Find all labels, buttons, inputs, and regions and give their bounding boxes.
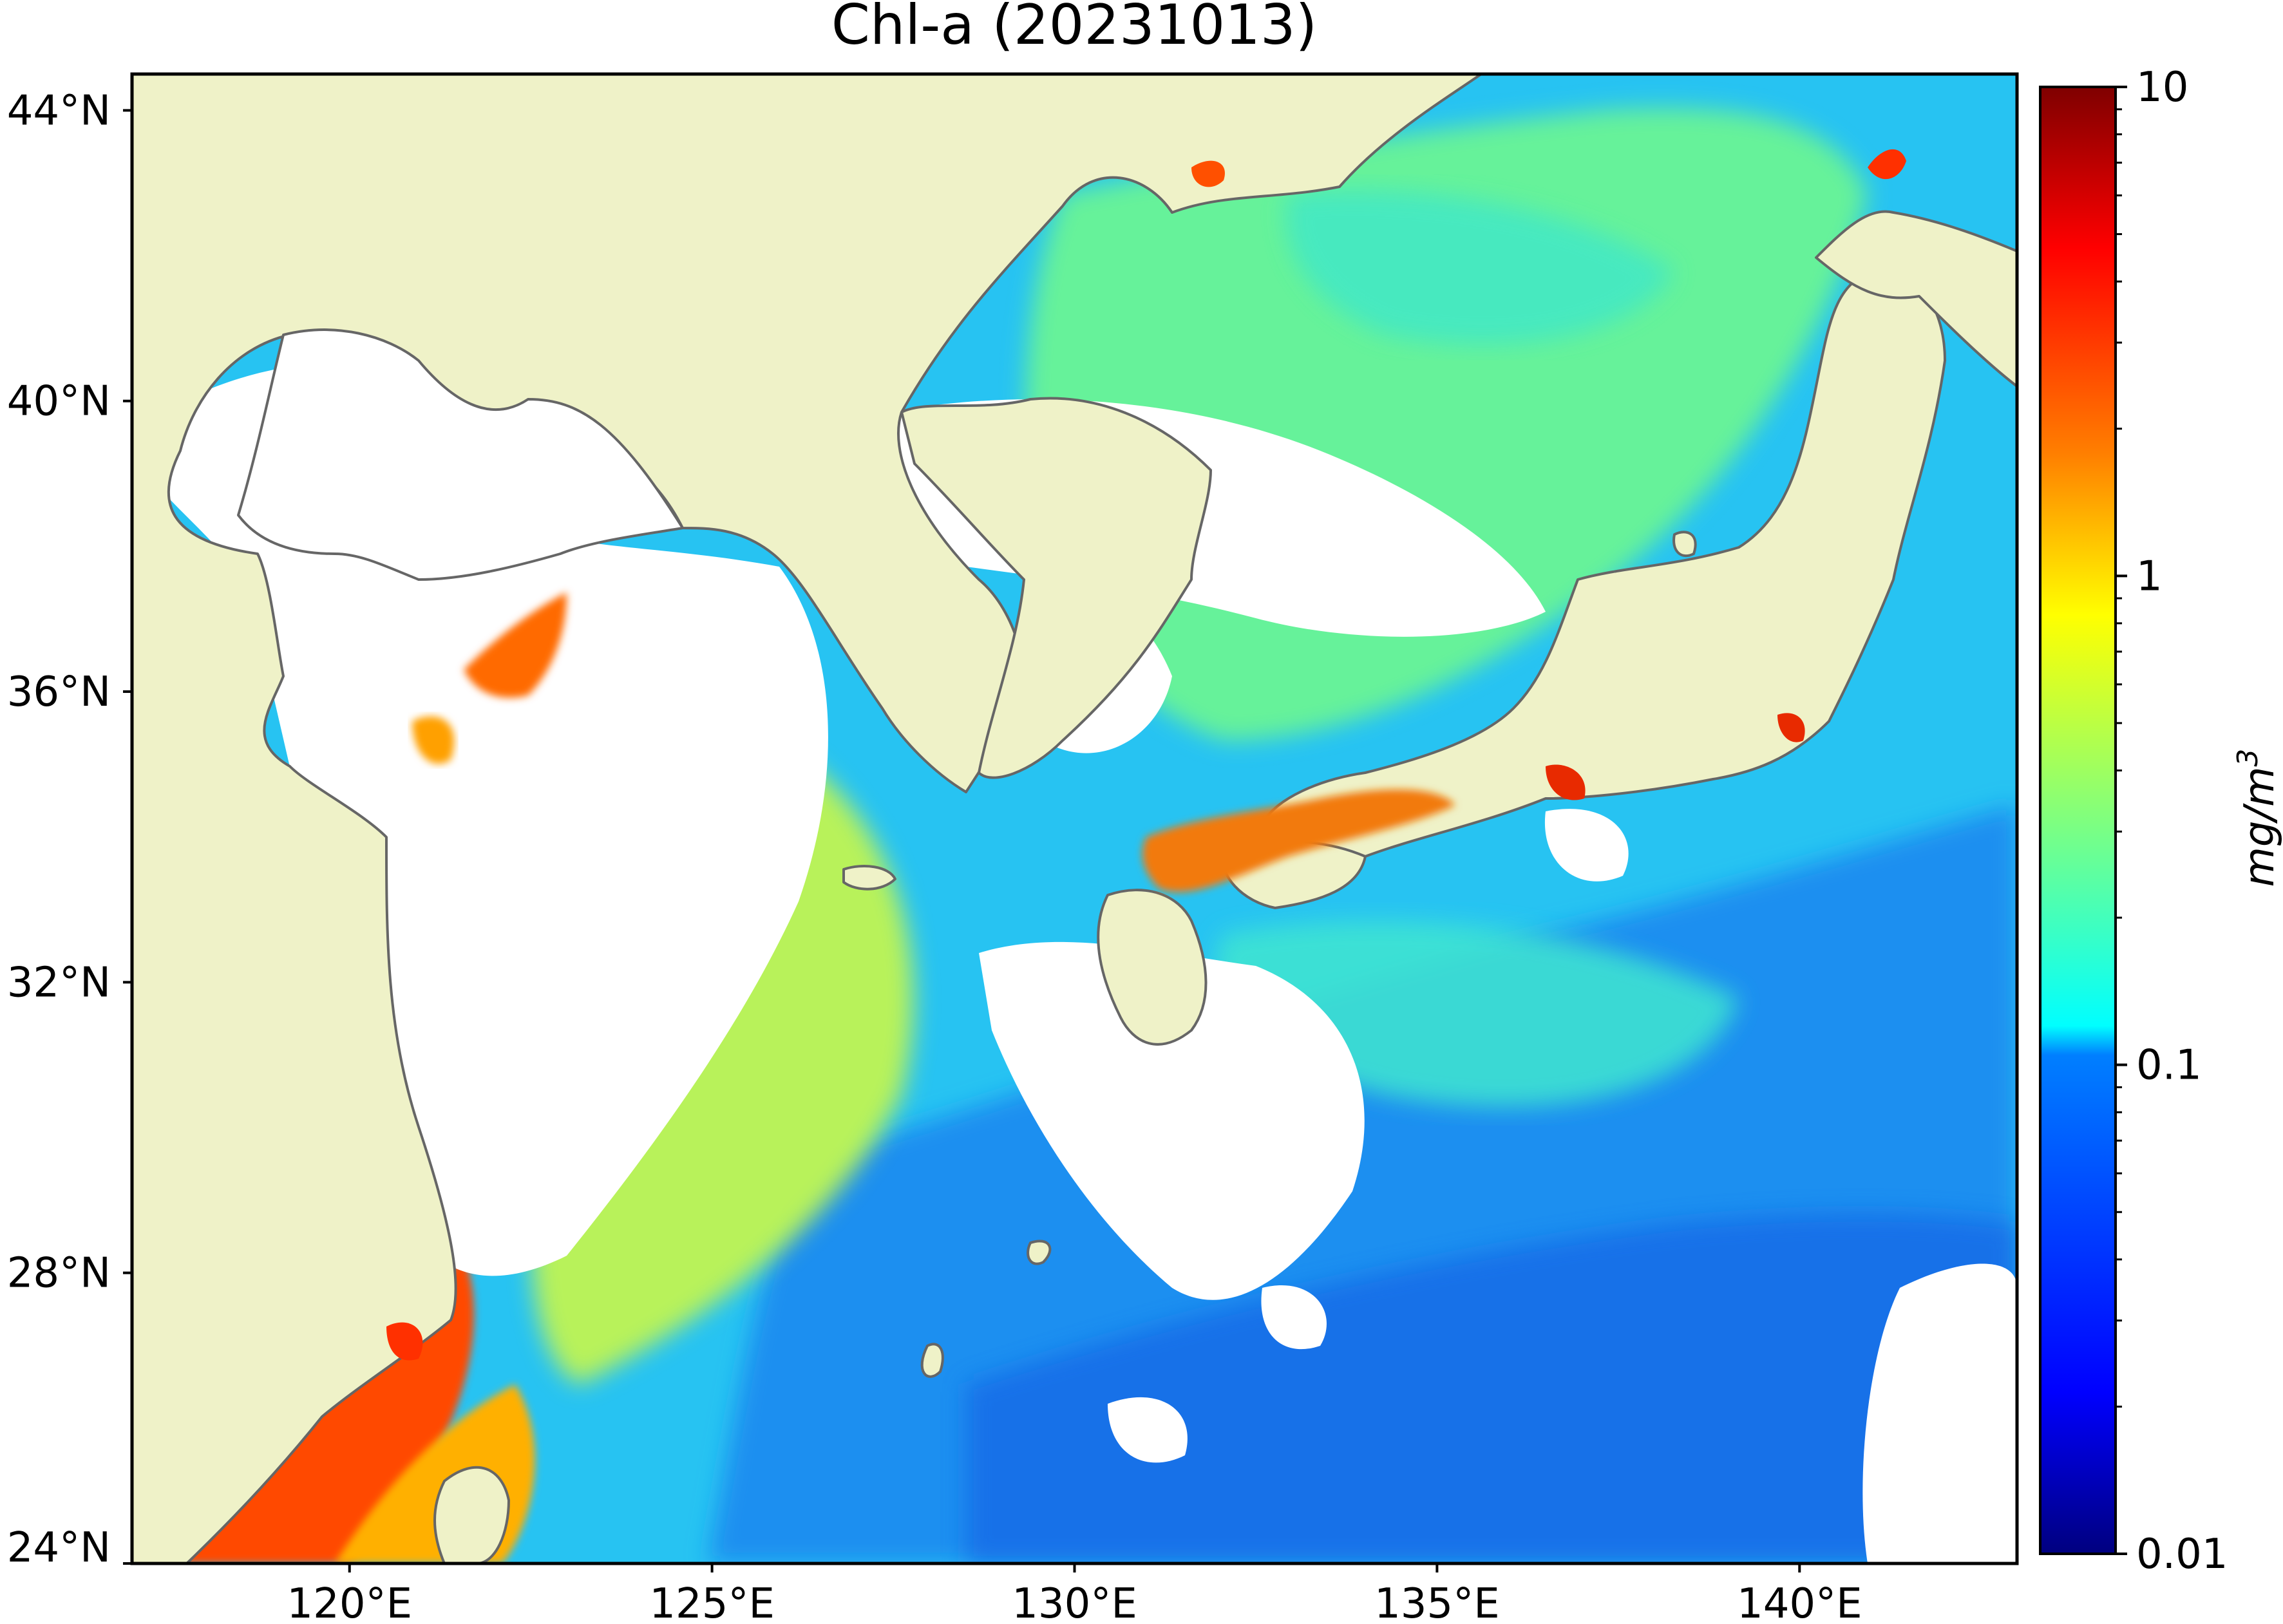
land-jeju <box>842 865 896 891</box>
colorbar-tick-label: 0.01 <box>2136 1531 2228 1578</box>
land-sado <box>1672 531 1697 558</box>
land-taiwan <box>433 1466 510 1563</box>
patch-bohai-orange <box>464 592 567 698</box>
map-title: Chl-a (20231013) <box>831 0 1317 57</box>
land-japan-honshu <box>1261 269 1946 860</box>
colorbar-tick-label: 10 <box>2136 64 2188 111</box>
patch-ise-bay <box>1546 764 1586 800</box>
colorbar-tick-label: 1 <box>2136 552 2163 600</box>
land-japan-kyushu <box>1097 889 1208 1046</box>
patch-seto-inland-sea <box>1142 789 1455 892</box>
lat-tick-label: 44°N <box>7 87 111 135</box>
lat-tick-label: 24°N <box>7 1524 111 1572</box>
patch-hokkaido-coast <box>1868 149 1906 180</box>
latitude-axis: 44°N 40°N 36°N 32°N 28°N 24°N <box>7 87 132 1572</box>
lat-tick-label: 28°N <box>7 1250 111 1298</box>
cloud-pacific-east <box>1862 1263 2017 1563</box>
colorbar-unit-label: mg/m3 <box>2231 749 2283 887</box>
lat-tick-label: 36°N <box>7 668 111 716</box>
land-masses <box>132 74 2017 1563</box>
map-plot-area <box>132 74 2017 1563</box>
deep-blue-patches <box>966 1214 2017 1563</box>
colorbar: 10 1 0.1 0.01 mg/m3 <box>2039 64 2283 1578</box>
lat-tick-label: 40°N <box>7 378 111 426</box>
land-okinawa <box>920 1343 944 1378</box>
patch-korea-north <box>1191 160 1225 187</box>
lat-tick-label: 32°N <box>7 959 111 1006</box>
sea-of-japan-cyan-streaks <box>1285 190 1674 345</box>
east-china-sea-yellow-region <box>531 760 914 1384</box>
cloud-yellow-sea <box>132 361 828 1276</box>
land-amami <box>1027 1240 1052 1265</box>
colorbar-gradient <box>2039 86 2117 1555</box>
land-korea <box>900 397 1212 779</box>
patch-taiwan-strait <box>386 1322 423 1361</box>
lon-tick-label: 125°E <box>649 1580 775 1624</box>
lon-tick-label: 135°E <box>1374 1580 1500 1624</box>
colorbar-tick-label: 0.1 <box>2136 1042 2202 1090</box>
longitude-axis: 120°E 125°E 130°E 135°E 140°E <box>287 1563 1862 1624</box>
cloud-pacific-south <box>1108 1397 1188 1463</box>
land-liaodong-hebei <box>237 328 684 581</box>
cloud-pacific-small <box>1544 809 1629 882</box>
high-chl-patches <box>386 149 1906 1361</box>
lon-tick-label: 140°E <box>1737 1580 1862 1624</box>
cloud-pacific-mid <box>1261 1285 1327 1350</box>
colorbar-ticks: 10 1 0.1 0.01 <box>2116 64 2228 1578</box>
lon-tick-label: 130°E <box>1012 1580 1137 1624</box>
patch-jiangsu-orange <box>412 716 455 764</box>
lon-tick-label: 120°E <box>287 1580 412 1624</box>
cloud-east-china-sea <box>979 941 1365 1300</box>
patch-tokyo-bay <box>1777 713 1805 742</box>
land-japan-hokkaido <box>1815 210 2017 388</box>
